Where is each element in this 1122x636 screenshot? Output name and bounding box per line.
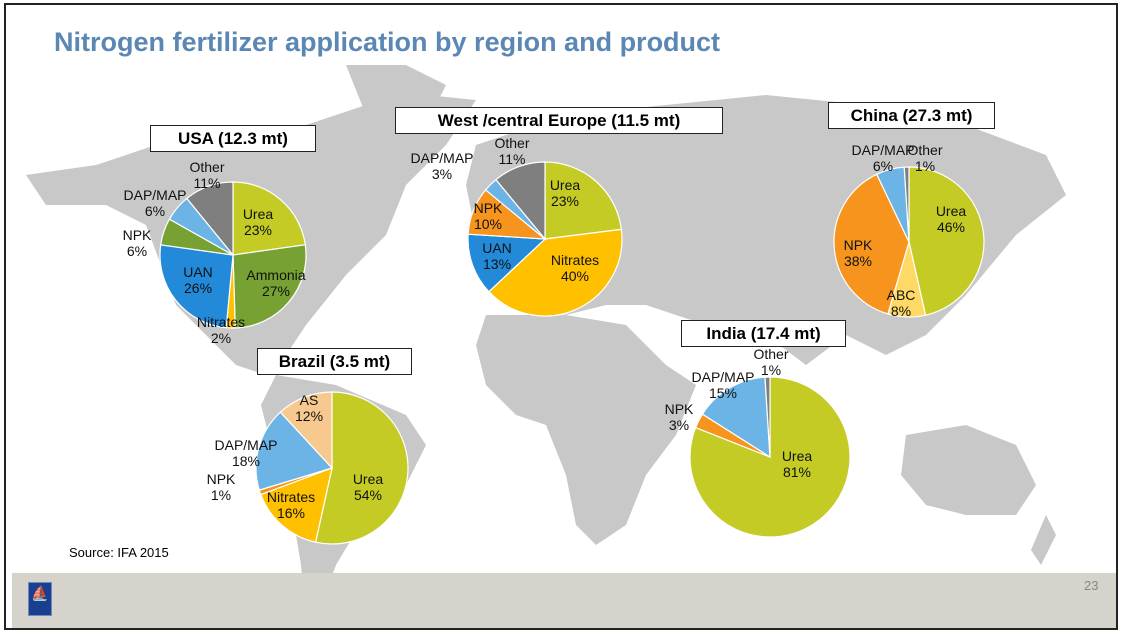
slice-name: DAP/MAP: [123, 187, 187, 203]
slice-label: NPK 3: [665, 401, 694, 433]
slice-name: Urea: [352, 471, 384, 487]
slice-label: Urea 54: [353, 471, 383, 503]
footer-band: [12, 573, 1116, 628]
yara-logo: ⛵: [28, 582, 52, 616]
slice-percent: 38: [844, 253, 873, 269]
slice-percent: 40: [551, 268, 599, 284]
slice-label: AS 12: [295, 392, 323, 424]
slice-label: Other 11: [189, 159, 224, 191]
slice-percent: 27: [246, 283, 305, 299]
slice-label: DAP/MAP 15: [691, 369, 754, 401]
slice-name: Nitrates: [266, 489, 316, 505]
slice-label: UAN 13: [482, 240, 512, 272]
slice-name: Other: [753, 346, 789, 362]
slice-percent: 15: [691, 385, 754, 401]
slice-percent: 12: [295, 408, 323, 424]
slice-percent: 2: [197, 330, 245, 346]
slice-name: Urea: [781, 448, 813, 464]
slice-label: Nitrates 16: [267, 489, 315, 521]
slice-percent: 54: [353, 487, 383, 503]
slice-label: NPK 1: [207, 471, 236, 503]
pie-slice-urea: [544, 161, 623, 240]
slice-label: Nitrates 2: [197, 314, 245, 346]
slice-name: DAP/MAP: [410, 150, 474, 166]
slice-percent: 8: [887, 303, 916, 319]
slice-label: Urea 81: [782, 448, 812, 480]
slice-name: Other: [907, 142, 943, 158]
slice-percent: 26: [183, 280, 213, 296]
slice-label: Other 1: [907, 142, 942, 174]
slice-label: Other 11: [494, 135, 529, 167]
slice-name: Nitrates: [550, 252, 600, 268]
slice-label: DAP/MAP 3: [410, 150, 473, 182]
slice-percent: 3: [665, 417, 694, 433]
slice-label: NPK 6: [123, 227, 152, 259]
pie-slice-npk: [833, 173, 910, 315]
slice-name: NPK: [664, 401, 694, 417]
slice-label: DAP/MAP 18: [214, 437, 277, 469]
slice-label: Urea 23: [550, 177, 580, 209]
slice-name: NPK: [843, 237, 873, 253]
slice-percent: 3: [410, 166, 473, 182]
slice-name: Other: [494, 135, 530, 151]
slice-label: DAP/MAP 6: [851, 142, 914, 174]
slice-name: DAP/MAP: [691, 369, 755, 385]
slice-name: DAP/MAP: [214, 437, 278, 453]
slice-label: Urea 46: [936, 203, 966, 235]
slice-percent: 1: [207, 487, 236, 503]
slice-name: Nitrates: [196, 314, 246, 330]
slice-percent: 6: [851, 158, 914, 174]
slice-percent: 11: [494, 151, 529, 167]
slice-percent: 6: [123, 203, 186, 219]
brazil-title: Brazil (3.5 mt): [257, 348, 412, 375]
slice-percent: 10: [474, 216, 503, 232]
page-number: 23: [1084, 578, 1099, 593]
slice-name: Urea: [935, 203, 967, 219]
slice-name: NPK: [206, 471, 236, 487]
slice-percent: 23: [550, 193, 580, 209]
slice-percent: 1: [753, 362, 788, 378]
slice-percent: 6: [123, 243, 152, 259]
europe-title: West /central Europe (11.5 mt): [395, 107, 723, 134]
slice-percent: 81: [782, 464, 812, 480]
source-note: Source: IFA 2015: [69, 545, 169, 560]
slice-name: AS: [299, 392, 319, 408]
slice-percent: 13: [482, 256, 512, 272]
slice-label: Nitrates 40: [551, 252, 599, 284]
pie-slice-dapmap: [255, 411, 334, 491]
slide-title: Nitrogen fertilizer application by regio…: [54, 27, 721, 57]
slide: [4, 3, 1118, 630]
slice-label: ABC 8: [887, 287, 916, 319]
slice-name: Ammonia: [246, 267, 306, 283]
slice-label: Ammonia 27: [246, 267, 305, 299]
slice-percent: 11: [189, 175, 224, 191]
slice-name: UAN: [183, 264, 213, 280]
slice-label: NPK 10: [474, 200, 503, 232]
slice-percent: 18: [214, 453, 277, 469]
slice-name: Urea: [549, 177, 581, 193]
slice-percent: 23: [243, 222, 273, 238]
pie-charts: [159, 161, 985, 545]
slice-label: Other 1: [753, 346, 788, 378]
slice-percent: 46: [936, 219, 966, 235]
pie-slice-urea: [314, 391, 409, 545]
slice-name: ABC: [886, 287, 916, 303]
slice-percent: 1: [907, 158, 942, 174]
slice-label: UAN 26: [183, 264, 213, 296]
slice-name: UAN: [482, 240, 512, 256]
china-title: China (27.3 mt): [828, 102, 995, 129]
slice-name: DAP/MAP: [851, 142, 915, 158]
usa-title: USA (12.3 mt): [150, 125, 316, 152]
slice-name: NPK: [122, 227, 152, 243]
slice-name: Other: [189, 159, 225, 175]
india-title: India (17.4 mt): [681, 320, 846, 347]
slice-label: DAP/MAP 6: [123, 187, 186, 219]
slice-label: Urea 23: [243, 206, 273, 238]
slice-percent: 16: [267, 505, 315, 521]
slice-name: NPK: [473, 200, 503, 216]
slice-name: Urea: [242, 206, 274, 222]
slice-label: NPK 38: [844, 237, 873, 269]
